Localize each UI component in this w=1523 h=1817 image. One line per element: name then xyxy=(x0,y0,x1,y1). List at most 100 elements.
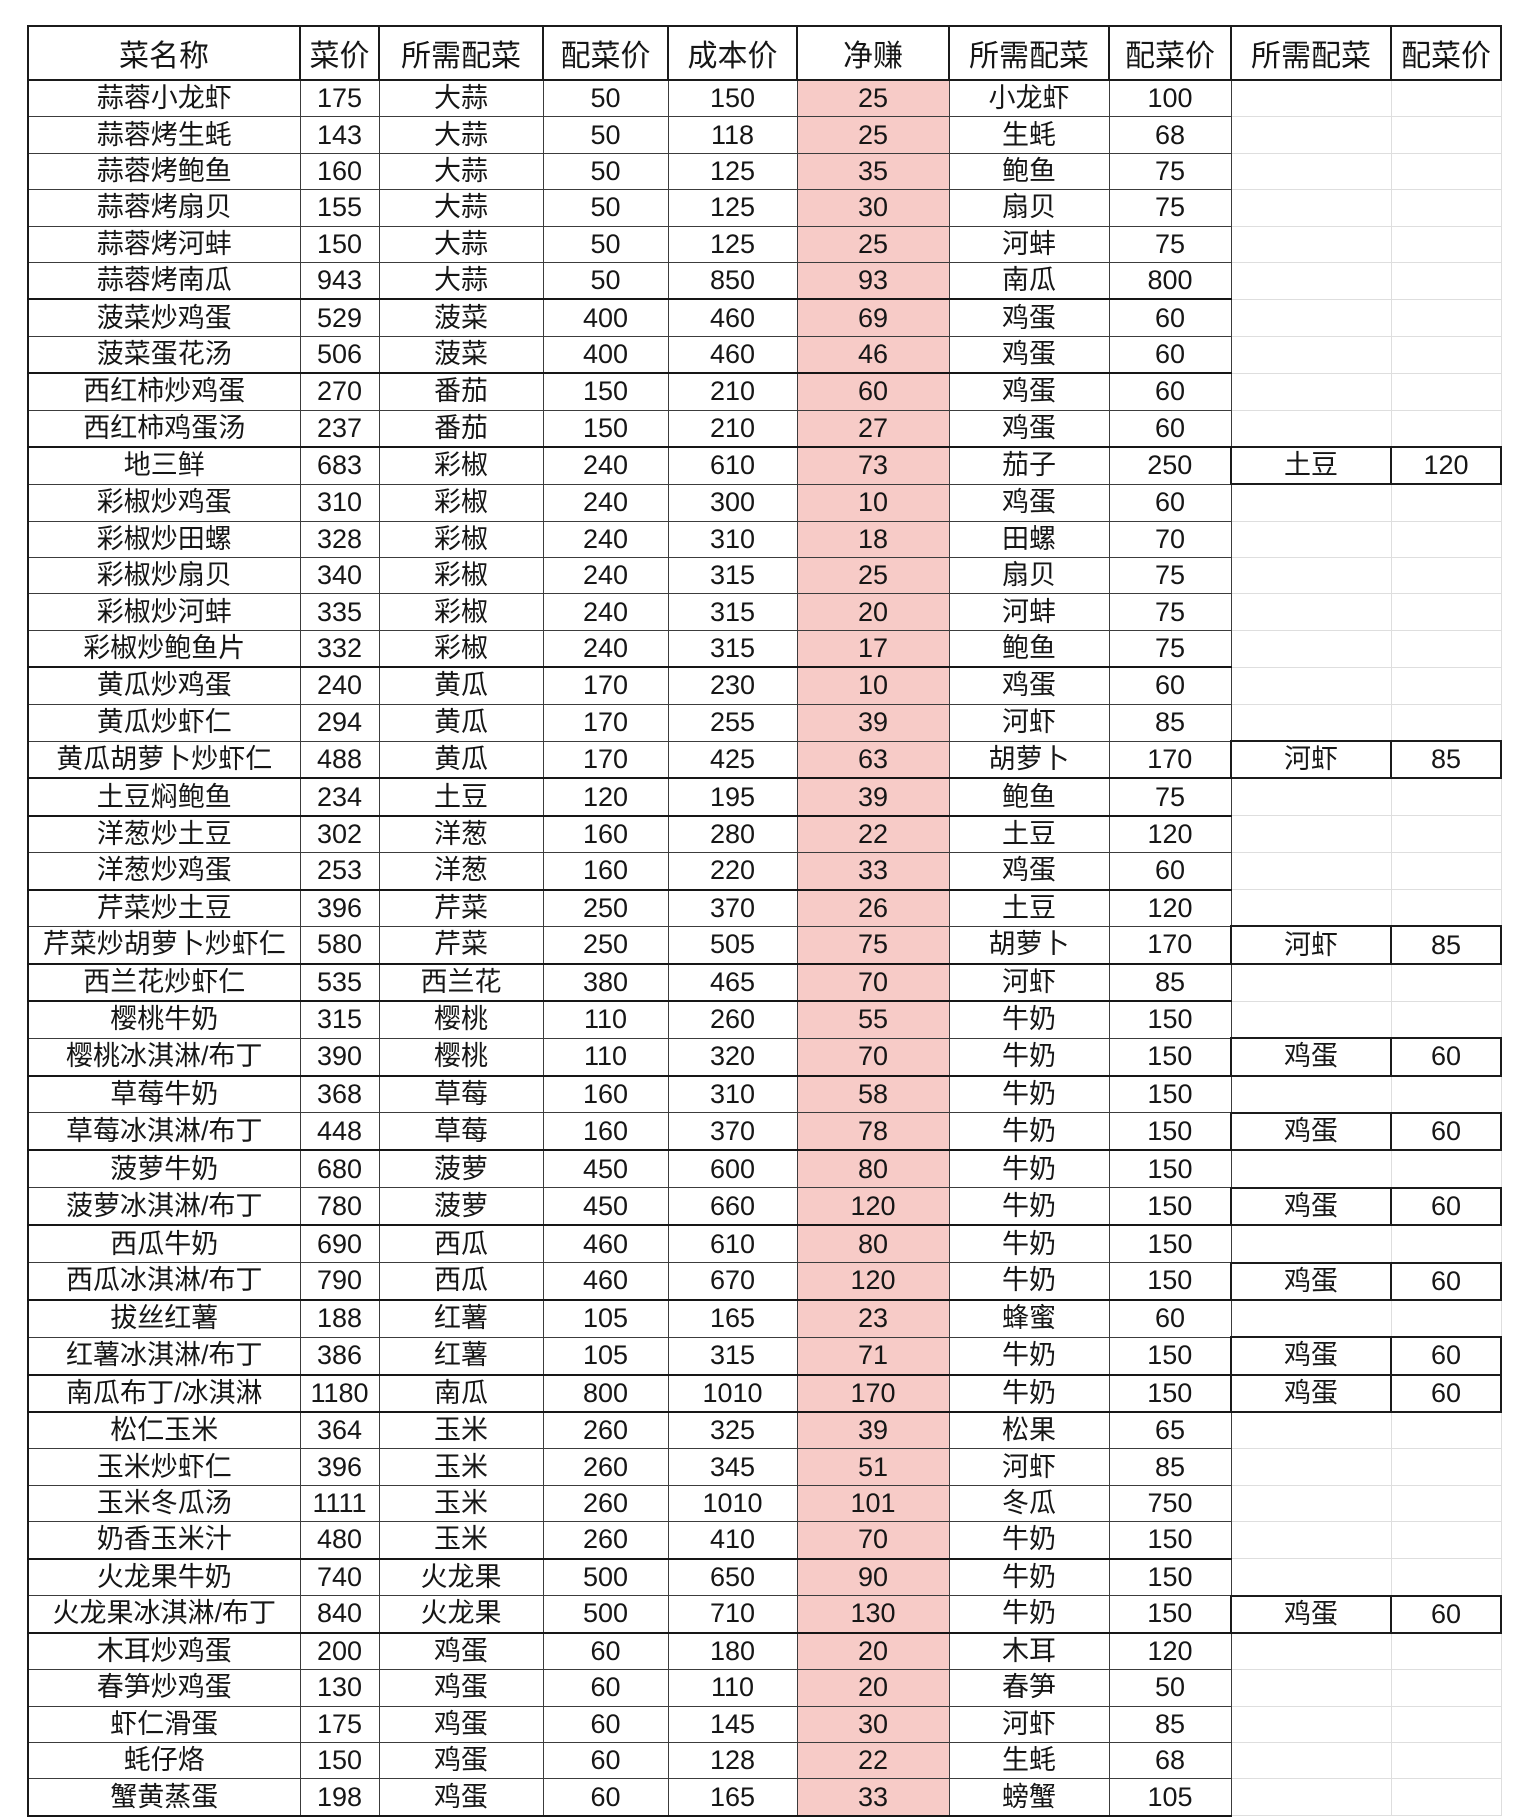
cell-ingredient-3-price xyxy=(1390,483,1502,522)
cell-ingredient-1-price: 160 xyxy=(542,1112,669,1152)
cell-ingredient-3 xyxy=(1230,889,1392,927)
table-row: 菠菜蛋花汤 506 菠菜 400 460 46 鸡蛋 60 xyxy=(27,335,1502,375)
cell-ingredient-3: 鸡蛋 xyxy=(1230,1261,1392,1301)
cell-ingredient-1-price: 170 xyxy=(542,703,669,742)
cell-ingredient-1-price: 160 xyxy=(542,815,669,854)
cell-ingredient-1-price: 50 xyxy=(542,225,669,263)
table-row: 火龙果冰淇淋/布丁 840 火龙果 500 710 130 牛奶 150 鸡蛋 60 xyxy=(27,1594,1502,1634)
cell-ingredient-2: 牛奶 xyxy=(948,1037,1110,1077)
cell-dish-price: 488 xyxy=(299,740,380,780)
cell-ingredient-3 xyxy=(1230,1778,1392,1817)
cell-ingredient-3 xyxy=(1230,1705,1392,1744)
cell-ingredient-1: 红薯 xyxy=(378,1336,544,1376)
cell-ingredient-1: 大蒜 xyxy=(378,79,544,118)
cell-ingredient-1-price: 250 xyxy=(542,889,669,927)
cell-cost-price: 425 xyxy=(667,740,798,780)
cell-ingredient-3 xyxy=(1230,79,1392,118)
cell-net-profit: 10 xyxy=(796,483,950,522)
cell-dish-name: 松仁玉米 xyxy=(27,1411,301,1450)
cell-dish-name: 虾仁滑蛋 xyxy=(27,1705,301,1744)
cell-ingredient-2-price: 75 xyxy=(1108,225,1232,263)
cell-net-profit: 18 xyxy=(796,520,950,559)
table-row: 黄瓜炒虾仁 294 黄瓜 170 255 39 河虾 85 xyxy=(27,703,1502,742)
cell-dish-price: 368 xyxy=(299,1075,380,1114)
column-header-ingredient-1-price: 配菜价 xyxy=(542,25,669,81)
cell-net-profit: 70 xyxy=(796,1037,950,1077)
cell-ingredient-3-price xyxy=(1390,79,1502,118)
cell-ingredient-1-price: 800 xyxy=(542,1374,669,1414)
cell-ingredient-2: 扇贝 xyxy=(948,189,1110,227)
cell-net-profit: 71 xyxy=(796,1336,950,1376)
table-row: 西瓜牛奶 690 西瓜 460 610 80 牛奶 150 xyxy=(27,1224,1502,1264)
cell-dish-name: 蟹黄蒸蛋 xyxy=(27,1778,301,1817)
cell-ingredient-2: 南瓜 xyxy=(948,261,1110,301)
cell-ingredient-1-price: 150 xyxy=(542,409,669,448)
cell-ingredient-1: 火龙果 xyxy=(378,1558,544,1597)
cell-ingredient-2: 牛奶 xyxy=(948,1112,1110,1152)
cell-ingredient-2: 牛奶 xyxy=(948,1000,1110,1039)
cell-ingredient-2: 松果 xyxy=(948,1411,1110,1450)
cell-ingredient-1-price: 400 xyxy=(542,298,669,337)
table-row: 虾仁滑蛋 175 鸡蛋 60 145 30 河虾 85 xyxy=(27,1705,1502,1744)
cell-net-profit: 170 xyxy=(796,1374,950,1414)
cell-ingredient-1: 鸡蛋 xyxy=(378,1669,544,1707)
cell-dish-name: 菠萝冰淇淋/布丁 xyxy=(27,1187,301,1227)
cell-dish-price: 740 xyxy=(299,1558,380,1597)
cell-dish-price: 535 xyxy=(299,963,380,1003)
cell-ingredient-3 xyxy=(1230,1411,1392,1450)
table-row: 菠菜炒鸡蛋 529 菠菜 400 460 69 鸡蛋 60 xyxy=(27,298,1502,337)
cell-ingredient-2-price: 150 xyxy=(1108,1374,1232,1414)
cell-dish-price: 175 xyxy=(299,1705,380,1744)
cell-cost-price: 145 xyxy=(667,1705,798,1744)
cell-ingredient-1: 番茄 xyxy=(378,372,544,411)
cell-ingredient-3 xyxy=(1230,1299,1392,1338)
cell-ingredient-2: 鲍鱼 xyxy=(948,152,1110,191)
cell-ingredient-1: 鸡蛋 xyxy=(378,1742,544,1780)
column-header-ingredient-2-price: 配菜价 xyxy=(1108,25,1232,81)
cell-ingredient-3 xyxy=(1230,372,1392,411)
cell-ingredient-1-price: 260 xyxy=(542,1484,669,1523)
cell-dish-name: 西红柿炒鸡蛋 xyxy=(27,372,301,411)
cell-cost-price: 125 xyxy=(667,152,798,191)
table-row: 红薯冰淇淋/布丁 386 红薯 105 315 71 牛奶 150 鸡蛋 60 xyxy=(27,1336,1502,1376)
cell-ingredient-3 xyxy=(1230,152,1392,191)
cell-dish-name: 蒜蓉烤南瓜 xyxy=(27,261,301,301)
cell-ingredient-3-price xyxy=(1390,1521,1502,1560)
cell-ingredient-1: 大蒜 xyxy=(378,116,544,154)
cell-ingredient-2: 牛奶 xyxy=(948,1336,1110,1376)
cell-cost-price: 110 xyxy=(667,1669,798,1707)
cell-dish-name: 土豆焖鲍鱼 xyxy=(27,777,301,817)
cell-ingredient-3: 鸡蛋 xyxy=(1230,1186,1392,1227)
cell-ingredient-3-price xyxy=(1390,557,1502,595)
column-header-ingredient-3-price: 配菜价 xyxy=(1390,25,1502,81)
cell-dish-price: 175 xyxy=(299,79,380,118)
table-row: 蒜蓉小龙虾 175 大蒜 50 150 25 小龙虾 100 xyxy=(27,79,1502,118)
cell-dish-name: 樱桃冰淇淋/布丁 xyxy=(27,1037,301,1077)
cell-ingredient-1: 火龙果 xyxy=(378,1595,544,1634)
cell-dish-price: 1111 xyxy=(299,1484,380,1523)
cell-cost-price: 505 xyxy=(667,925,798,965)
cell-ingredient-1-price: 60 xyxy=(542,1742,669,1780)
cell-ingredient-2-price: 150 xyxy=(1108,1595,1232,1634)
cell-ingredient-1-price: 450 xyxy=(542,1187,669,1227)
cell-ingredient-1-price: 160 xyxy=(542,1075,669,1114)
cell-ingredient-2-price: 85 xyxy=(1108,703,1232,742)
cell-ingredient-1: 菠菜 xyxy=(378,298,544,337)
table-row: 蒜蓉烤鲍鱼 160 大蒜 50 125 35 鲍鱼 75 xyxy=(27,152,1502,191)
table-row: 拔丝红薯 188 红薯 105 165 23 蜂蜜 60 xyxy=(27,1299,1502,1338)
cell-dish-name: 芹菜炒胡萝卜炒虾仁 xyxy=(27,925,301,965)
cell-ingredient-2-price: 75 xyxy=(1108,152,1232,191)
cell-ingredient-1: 洋葱 xyxy=(378,852,544,891)
cell-ingredient-2-price: 70 xyxy=(1108,520,1232,559)
cell-dish-price: 790 xyxy=(299,1261,380,1301)
spreadsheet-page: 菜名称 菜价 所需配菜 配菜价 成本价 净赚 所需配菜 配菜价 所需配菜 配菜价 蒜蓉小龙虾 175… xyxy=(27,25,1502,1817)
cell-ingredient-1-price: 50 xyxy=(542,79,669,118)
cell-ingredient-3-price: 60 xyxy=(1390,1336,1502,1376)
cell-ingredient-3 xyxy=(1230,189,1392,227)
cell-cost-price: 255 xyxy=(667,703,798,742)
table-row: 蒜蓉烤河蚌 150 大蒜 50 125 25 河蚌 75 xyxy=(27,225,1502,263)
cell-ingredient-1: 红薯 xyxy=(378,1299,544,1338)
cell-net-profit: 25 xyxy=(796,79,950,118)
cell-ingredient-3-price xyxy=(1390,1705,1502,1744)
cell-dish-name: 洋葱炒鸡蛋 xyxy=(27,852,301,891)
